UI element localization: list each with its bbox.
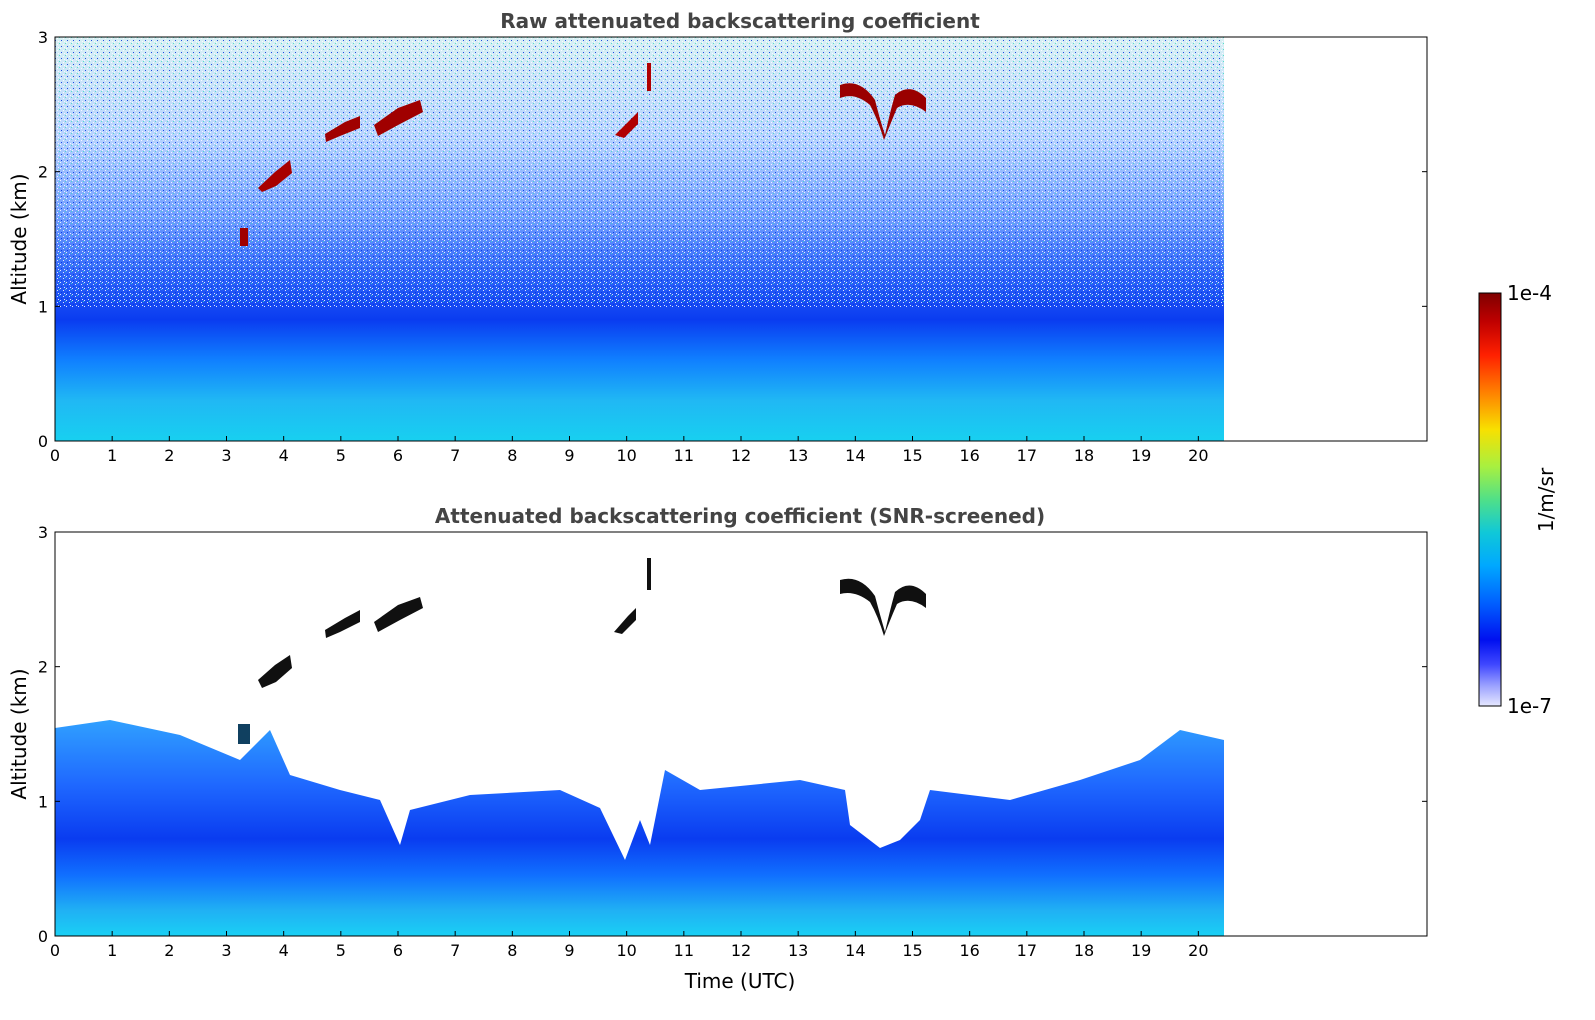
y-tick-label: 3 xyxy=(38,523,48,542)
x-tick-label: 16 xyxy=(959,941,979,960)
x-tick-label: 3 xyxy=(221,941,231,960)
x-tick-label: 5 xyxy=(336,446,346,465)
x-tick-label: 19 xyxy=(1131,446,1151,465)
colorbar-max-label: 1e-4 xyxy=(1507,281,1552,305)
x-tick-label: 3 xyxy=(221,446,231,465)
cloud-patch xyxy=(840,83,926,140)
panel-raw-noise xyxy=(55,37,1224,307)
x-tick-label: 18 xyxy=(1074,446,1094,465)
cloud-patch xyxy=(647,558,651,590)
y-tick-label: 0 xyxy=(38,432,48,451)
x-tick-label: 11 xyxy=(674,446,694,465)
y-tick-label: 2 xyxy=(38,163,48,182)
panel-raw-plot-area xyxy=(55,37,1427,441)
x-tick-label: 19 xyxy=(1131,941,1151,960)
y-tick-label: 1 xyxy=(38,297,48,316)
panel-snr-y-ticks: 0 1 2 3 xyxy=(38,523,1427,946)
panel-snr-xlabel: Time (UTC) xyxy=(684,969,796,993)
x-tick-label: 20 xyxy=(1188,941,1208,960)
cloud-patch xyxy=(325,610,360,638)
x-tick-label: 1 xyxy=(107,941,117,960)
x-tick-label: 14 xyxy=(845,941,865,960)
x-tick-label: 20 xyxy=(1188,446,1208,465)
panel-snr-plot-area xyxy=(55,532,1427,936)
panel-raw-title: Raw attenuated backscattering coefficien… xyxy=(500,9,980,33)
cloud-patch xyxy=(614,608,636,634)
x-tick-label: 2 xyxy=(164,446,174,465)
cloud-patch xyxy=(840,578,926,636)
cloud-patch xyxy=(258,655,292,688)
x-tick-label: 7 xyxy=(450,941,460,960)
x-tick-label: 16 xyxy=(959,446,979,465)
x-tick-label: 6 xyxy=(393,446,403,465)
y-tick-label: 3 xyxy=(38,28,48,47)
x-tick-label: 1 xyxy=(107,446,117,465)
x-tick-label: 9 xyxy=(564,941,574,960)
x-tick-label: 13 xyxy=(788,446,808,465)
cloud-patch xyxy=(615,112,638,138)
cloud-patch xyxy=(258,160,292,192)
cloud-patch xyxy=(374,597,423,632)
colorbar-unit-label: 1/m/sr xyxy=(1534,467,1558,532)
x-tick-label: 8 xyxy=(507,941,517,960)
panel-raw: Raw attenuated backscattering coefficien… xyxy=(7,9,1428,465)
x-tick-label: 2 xyxy=(164,941,174,960)
cloud-patch xyxy=(647,63,651,91)
cloud-patch xyxy=(240,228,248,246)
panel-snr-title: Attenuated backscattering coefficient (S… xyxy=(435,504,1045,528)
y-tick-label: 1 xyxy=(38,792,48,811)
x-tick-label: 7 xyxy=(450,446,460,465)
panel-snr-x-ticks: 0 1 2 3 4 5 6 7 8 9 10 11 12 13 14 15 16 17 18 19 20 xyxy=(50,931,1209,960)
cloud-patch xyxy=(374,100,423,136)
x-tick-label: 10 xyxy=(616,446,636,465)
x-tick-label: 13 xyxy=(788,941,808,960)
colorbar: 1e-4 1e-7 1/m/sr xyxy=(1478,281,1558,718)
x-tick-label: 6 xyxy=(393,941,403,960)
panel-raw-x-ticks: 0 1 2 3 4 5 6 7 8 9 10 11 12 13 14 15 16 17 18 19 20 xyxy=(50,436,1209,465)
x-tick-label: 4 xyxy=(279,941,289,960)
panel-raw-y-ticks: 0 1 2 3 xyxy=(38,28,1427,451)
y-tick-label: 0 xyxy=(38,927,48,946)
panel-snr-ylabel: Altitude (km) xyxy=(7,668,31,799)
x-tick-label: 12 xyxy=(731,446,751,465)
colorbar-gradient xyxy=(1478,292,1502,707)
x-tick-label: 15 xyxy=(902,941,922,960)
x-tick-label: 11 xyxy=(674,941,694,960)
x-tick-label: 8 xyxy=(507,446,517,465)
panel-snr: Attenuated backscattering coefficient (S… xyxy=(7,504,1428,993)
x-tick-label: 5 xyxy=(336,941,346,960)
y-tick-label: 2 xyxy=(38,658,48,677)
x-tick-label: 10 xyxy=(616,941,636,960)
cloud-patch xyxy=(238,724,250,744)
x-tick-label: 18 xyxy=(1074,941,1094,960)
x-tick-label: 15 xyxy=(902,446,922,465)
colorbar-min-label: 1e-7 xyxy=(1507,694,1552,718)
x-tick-label: 17 xyxy=(1017,446,1037,465)
x-tick-label: 4 xyxy=(279,446,289,465)
x-tick-label: 17 xyxy=(1017,941,1037,960)
panel-snr-field xyxy=(55,720,1224,936)
x-tick-label: 9 xyxy=(564,446,574,465)
cloud-patch xyxy=(325,116,360,142)
panel-raw-ylabel: Altitude (km) xyxy=(7,173,31,304)
x-tick-label: 0 xyxy=(50,446,60,465)
x-tick-label: 0 xyxy=(50,941,60,960)
x-tick-label: 14 xyxy=(845,446,865,465)
x-tick-label: 12 xyxy=(731,941,751,960)
